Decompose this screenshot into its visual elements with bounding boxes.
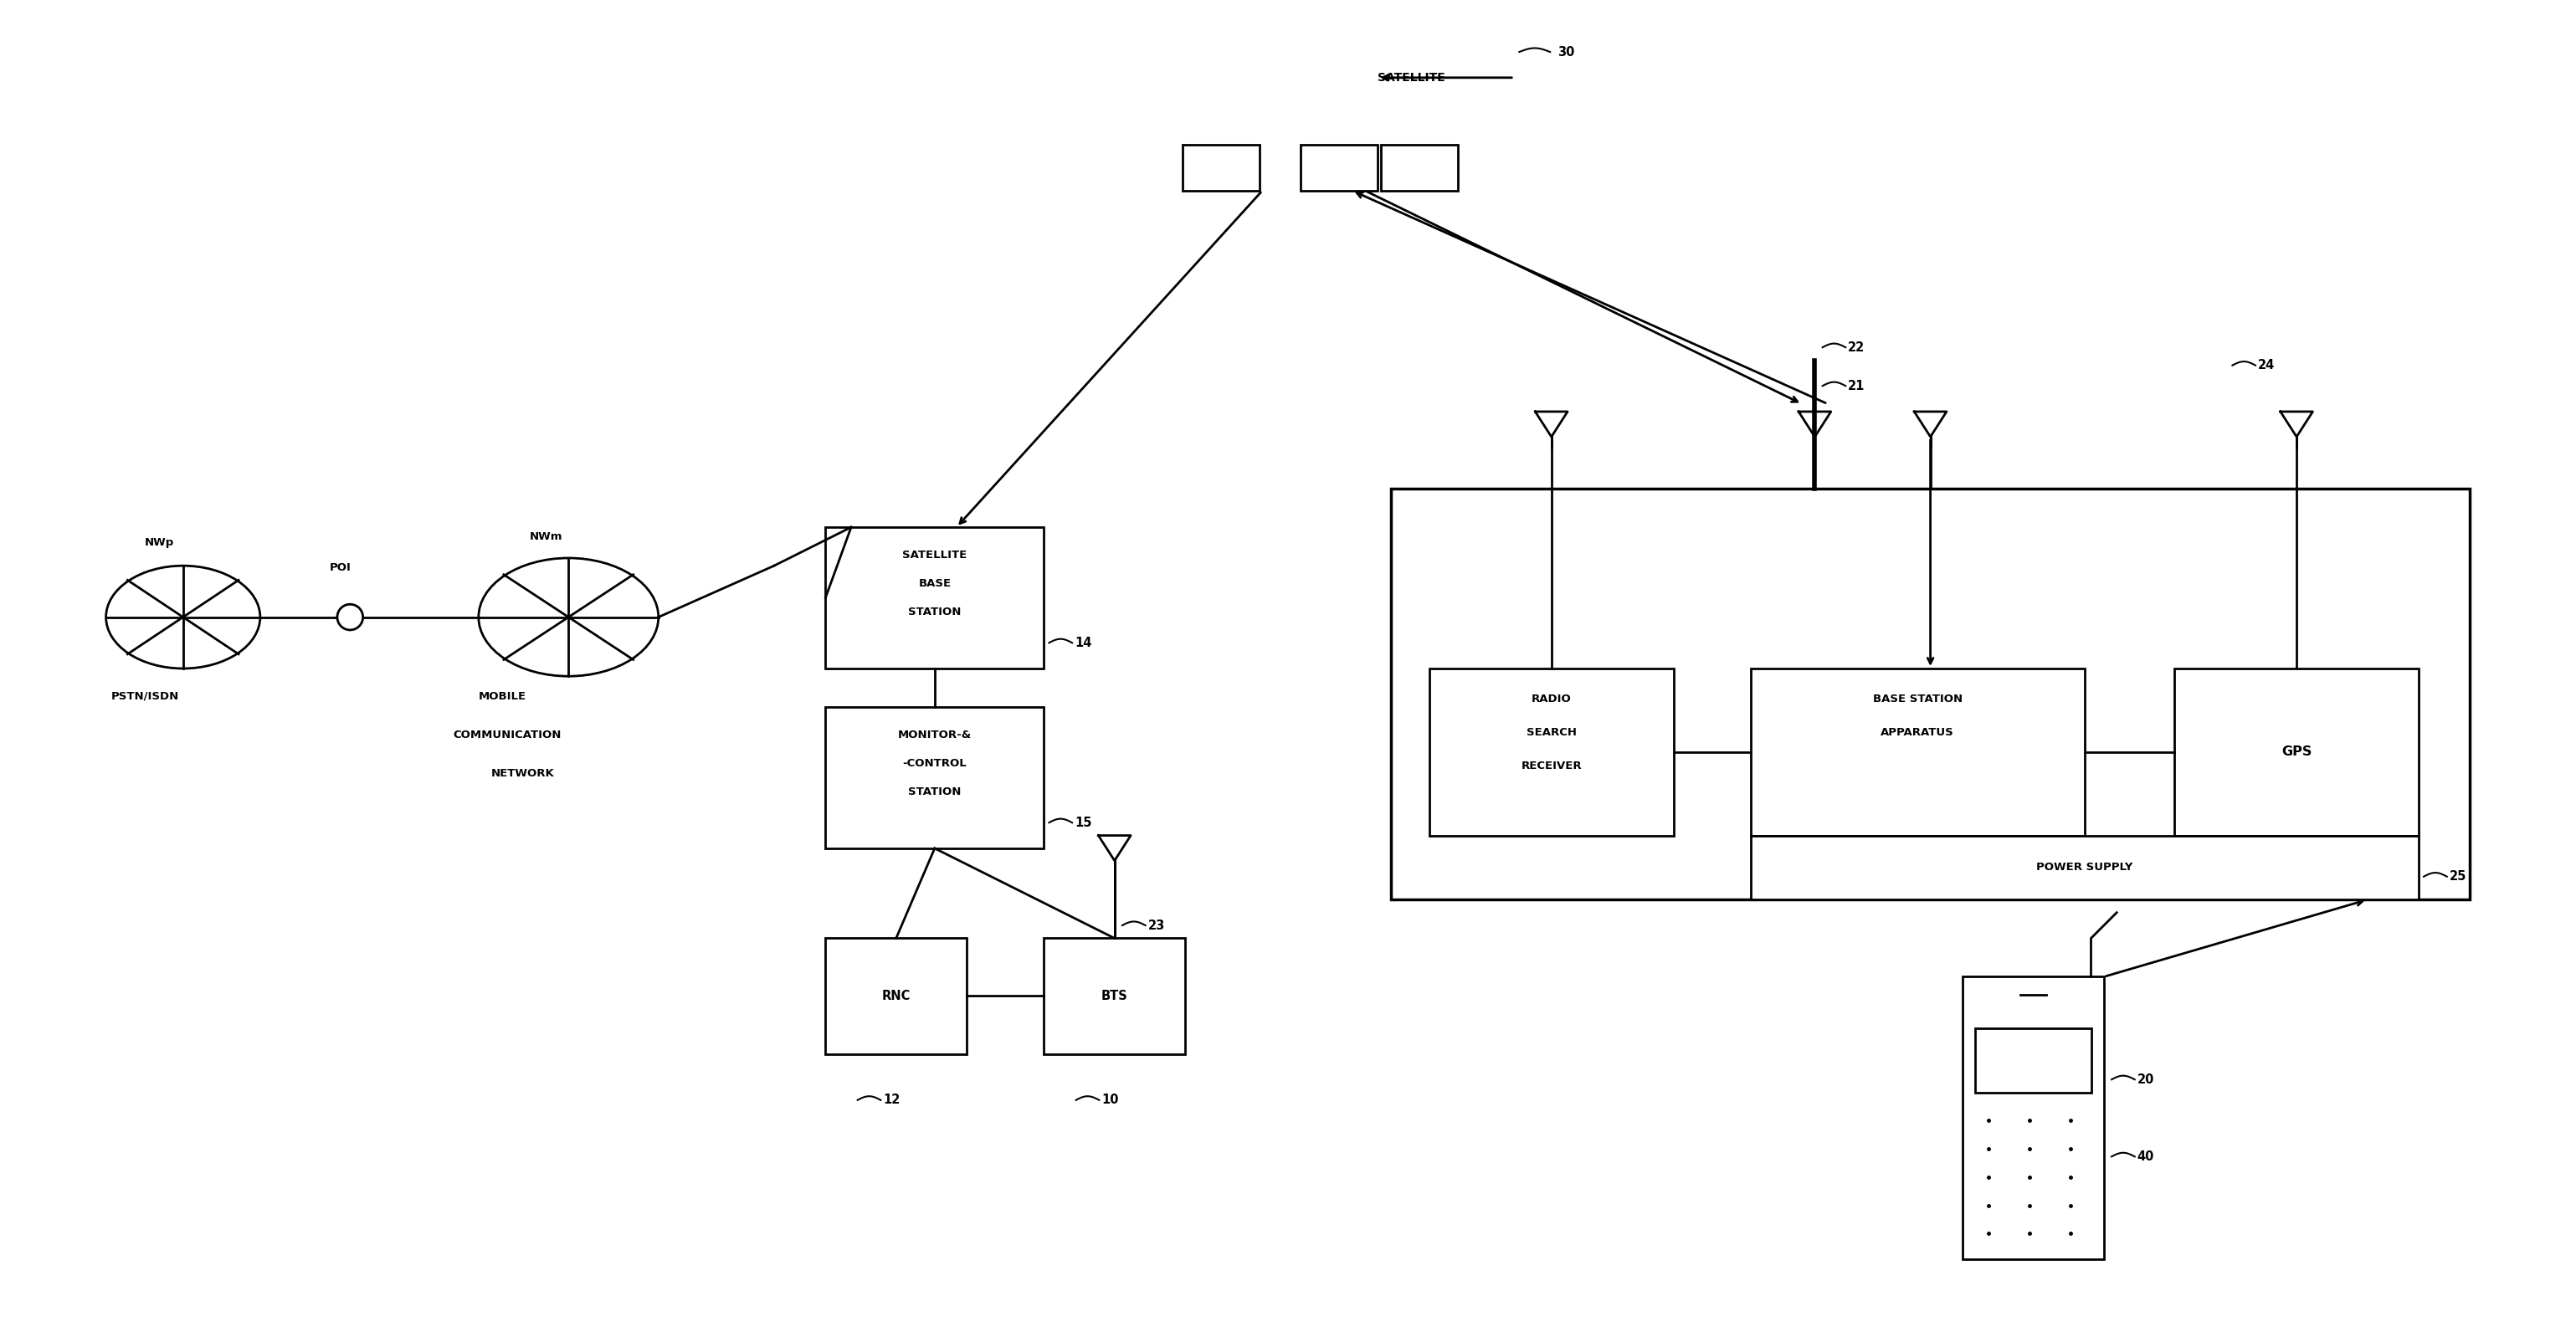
Bar [1963, 977, 2105, 1259]
Text: SEARCH: SEARCH [1528, 727, 1577, 738]
Text: 21: 21 [1847, 380, 1865, 392]
Bar [1430, 668, 1674, 836]
Text: 20: 20 [2138, 1074, 2154, 1086]
Text: 15: 15 [1074, 817, 1092, 829]
Text: BASE: BASE [917, 579, 951, 590]
Text: GPS: GPS [2282, 746, 2311, 758]
Circle shape [337, 604, 363, 630]
Text: 25: 25 [2450, 870, 2468, 882]
Text: NWp: NWp [144, 537, 175, 548]
Text: -CONTROL: -CONTROL [902, 758, 966, 769]
Text: NETWORK: NETWORK [492, 767, 554, 779]
Text: 23: 23 [1149, 919, 1164, 932]
Text: SATELLITE: SATELLITE [1378, 72, 1445, 83]
Bar [1301, 144, 1378, 191]
Text: SATELLITE: SATELLITE [902, 550, 966, 562]
Bar [1976, 1028, 2092, 1092]
Ellipse shape [106, 566, 260, 668]
Text: APPARATUS: APPARATUS [1880, 727, 1955, 738]
Bar [824, 527, 1043, 668]
Text: STATION: STATION [909, 786, 961, 797]
Text: 12: 12 [884, 1094, 902, 1106]
Bar [1752, 668, 2084, 836]
Bar [1381, 144, 1458, 191]
Text: BTS: BTS [1103, 989, 1128, 1003]
Text: MOBILE: MOBILE [479, 691, 526, 702]
Text: POI: POI [330, 563, 350, 574]
Ellipse shape [479, 558, 659, 677]
Text: NWm: NWm [531, 532, 564, 543]
Text: PSTN/ISDN: PSTN/ISDN [111, 691, 180, 702]
Text: STATION: STATION [909, 607, 961, 618]
Text: POWER SUPPLY: POWER SUPPLY [2035, 862, 2133, 873]
Bar [1182, 144, 1260, 191]
Text: 30: 30 [1558, 45, 1574, 59]
Text: 14: 14 [1074, 636, 1092, 648]
Text: RADIO: RADIO [1530, 694, 1571, 705]
Text: BASE STATION: BASE STATION [1873, 694, 1963, 705]
Bar [1752, 836, 2419, 900]
Bar [2174, 668, 2419, 836]
Text: COMMUNICATION: COMMUNICATION [453, 730, 562, 741]
Text: 22: 22 [1847, 341, 1865, 354]
Bar [824, 707, 1043, 848]
Bar [1391, 489, 2470, 900]
Text: 40: 40 [2138, 1150, 2154, 1163]
Text: 24: 24 [2259, 360, 2275, 372]
Text: MONITOR-&: MONITOR-& [899, 730, 971, 741]
Bar [1043, 939, 1185, 1054]
Text: RECEIVER: RECEIVER [1520, 761, 1582, 771]
Text: 10: 10 [1103, 1094, 1118, 1106]
Bar [824, 939, 966, 1054]
Text: RNC: RNC [881, 989, 909, 1003]
